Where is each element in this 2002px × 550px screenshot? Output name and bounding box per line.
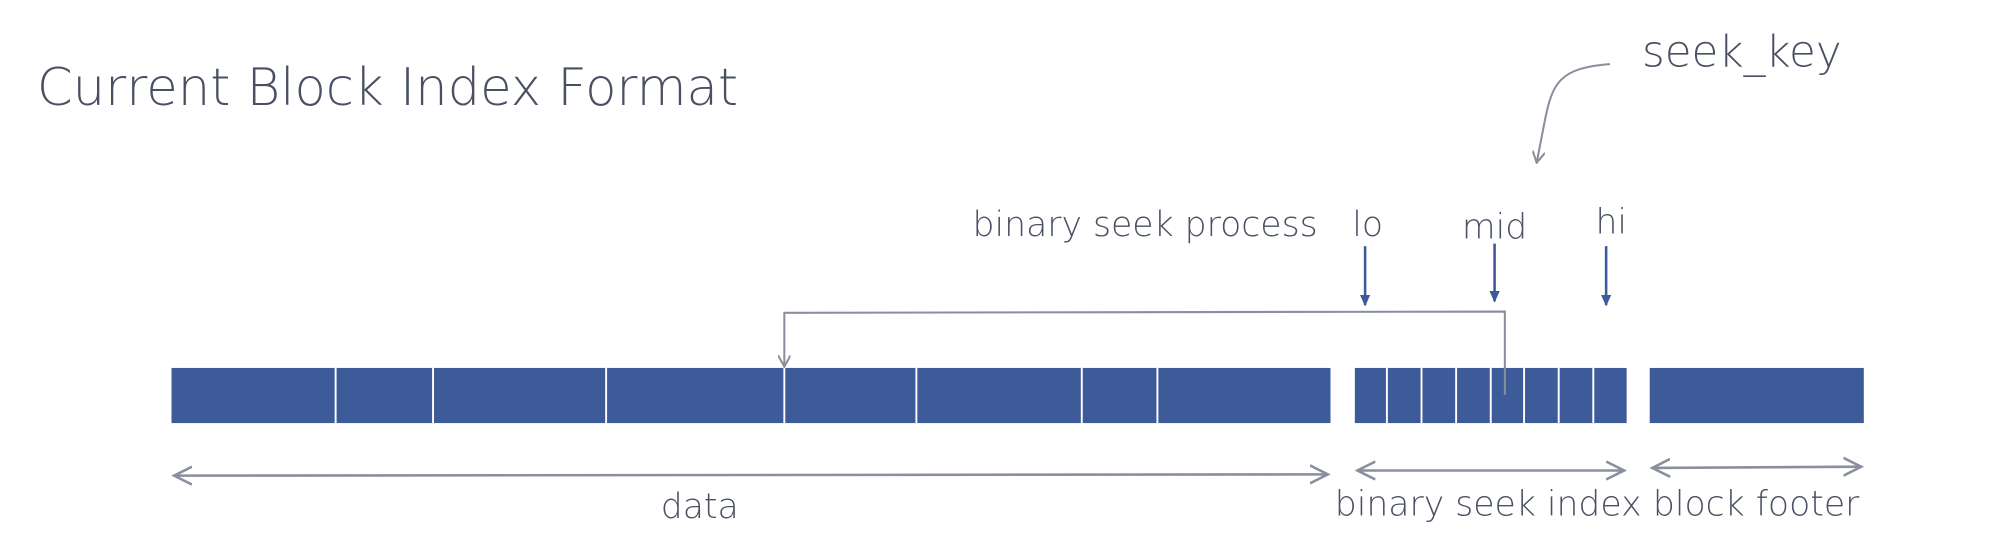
lo-label: lo xyxy=(1352,205,1383,245)
mid-label: mid xyxy=(1462,207,1527,247)
index-dividers xyxy=(1385,367,1595,424)
diagram-title: Current Block Index Format xyxy=(37,58,738,118)
seek-key-arrow xyxy=(1537,63,1611,161)
seek-key-label: seek_key xyxy=(1642,28,1842,78)
data-blocks xyxy=(171,367,1331,424)
data-dividers xyxy=(334,367,1159,424)
hi-label: hi xyxy=(1595,202,1627,242)
footer-label: block footer xyxy=(1653,484,1860,524)
index-label: binary seek index xyxy=(1335,484,1642,524)
data-section xyxy=(171,367,1331,424)
index-blocks xyxy=(1354,367,1627,424)
data-span-arrow xyxy=(174,474,1328,475)
footer-span-arrow xyxy=(1652,467,1861,468)
process-label: binary seek process xyxy=(973,205,1318,245)
data-label: data xyxy=(661,487,739,527)
seek-offset-arrow xyxy=(784,310,1506,395)
footer-section xyxy=(1649,367,1864,424)
